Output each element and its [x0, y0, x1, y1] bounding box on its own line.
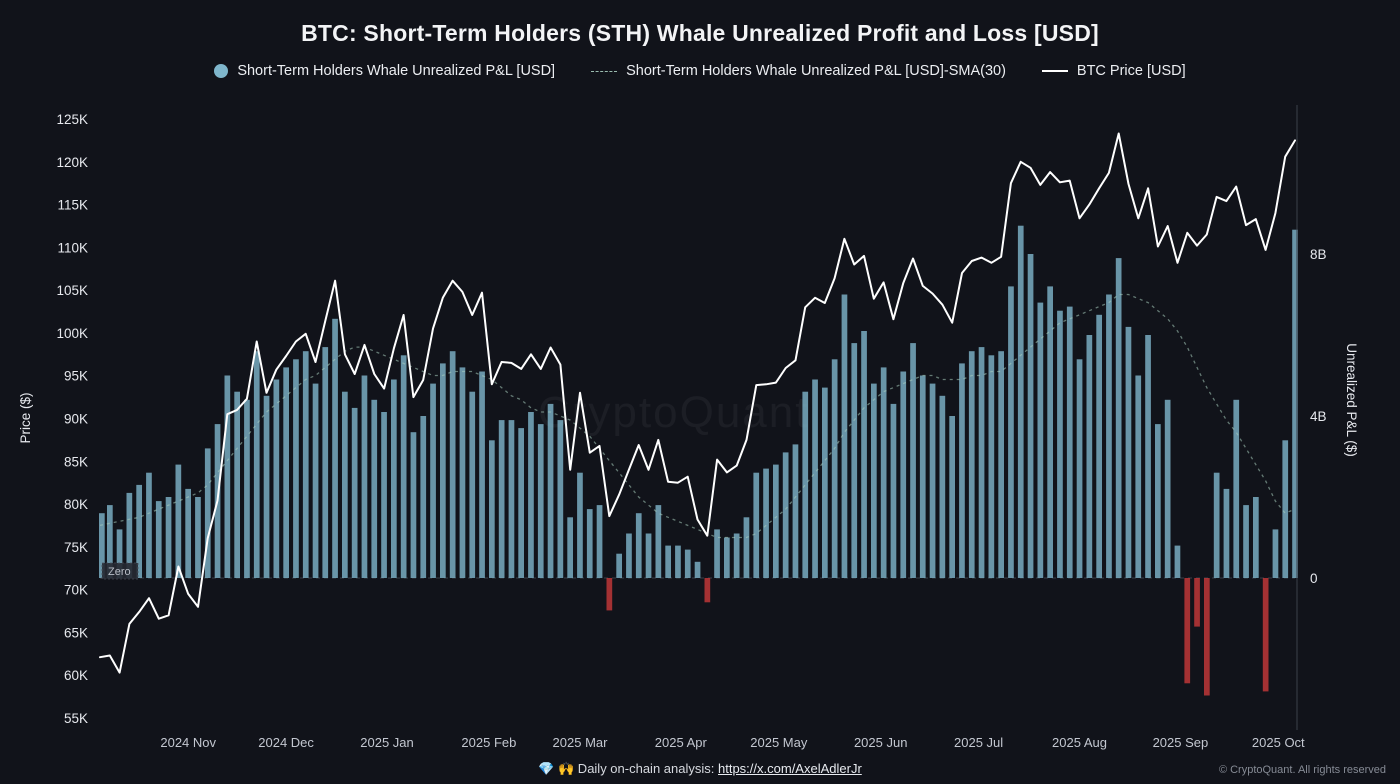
svg-text:2025 Sep: 2025 Sep [1153, 735, 1209, 750]
svg-text:105K: 105K [56, 283, 88, 298]
svg-text:2025 May: 2025 May [750, 735, 808, 750]
svg-text:4B: 4B [1310, 409, 1327, 424]
svg-text:Zero: Zero [108, 566, 131, 578]
svg-text:2024 Nov: 2024 Nov [160, 735, 216, 750]
svg-text:90K: 90K [64, 412, 88, 427]
svg-text:110K: 110K [57, 240, 88, 255]
svg-text:Price ($): Price ($) [18, 392, 33, 443]
svg-text:120K: 120K [56, 155, 88, 170]
svg-text:2024 Dec: 2024 Dec [258, 735, 314, 750]
legend: Short-Term Holders Whale Unrealized P&L … [0, 63, 1400, 79]
svg-text:2025 Jul: 2025 Jul [954, 735, 1003, 750]
svg-text:60K: 60K [64, 668, 88, 683]
footer-link[interactable]: https://x.com/AxelAdlerJr [718, 761, 862, 776]
svg-text:80K: 80K [64, 497, 88, 512]
svg-text:2025 Jun: 2025 Jun [854, 735, 908, 750]
svg-text:100K: 100K [56, 326, 88, 341]
svg-text:2025 Oct: 2025 Oct [1252, 735, 1305, 750]
svg-text:2025 Aug: 2025 Aug [1052, 735, 1107, 750]
svg-text:2025 Jan: 2025 Jan [360, 735, 414, 750]
legend-label-sma: Short-Term Holders Whale Unrealized P&L … [626, 63, 1006, 79]
legend-label-pnl: Short-Term Holders Whale Unrealized P&L … [237, 63, 556, 79]
svg-text:95K: 95K [64, 369, 88, 384]
svg-text:0: 0 [1310, 571, 1318, 586]
price-marker-icon [1041, 70, 1068, 72]
svg-text:85K: 85K [64, 454, 88, 469]
svg-text:65K: 65K [64, 625, 88, 640]
copyright-text: © CryptoQuant. All rights reserved [1218, 764, 1386, 776]
svg-text:2025 Feb: 2025 Feb [461, 735, 516, 750]
footer-note: 💎 🙌 Daily on-chain analysis: https://x.c… [0, 761, 1400, 777]
legend-item-sma[interactable]: Short-Term Holders Whale Unrealized P&L … [591, 63, 1006, 79]
svg-text:8B: 8B [1310, 247, 1327, 262]
footer-text: 💎 🙌 Daily on-chain analysis: [538, 761, 715, 776]
svg-text:125K: 125K [56, 112, 88, 127]
svg-text:75K: 75K [64, 540, 88, 555]
legend-item-btc-price[interactable]: BTC Price [USD] [1041, 63, 1186, 79]
svg-text:Unrealized P&L ($): Unrealized P&L ($) [1344, 343, 1359, 457]
sma-marker-icon [591, 70, 618, 72]
svg-text:55K: 55K [64, 711, 88, 726]
svg-text:115K: 115K [57, 198, 88, 213]
svg-text:2025 Mar: 2025 Mar [553, 735, 609, 750]
page-title: BTC: Short-Term Holders (STH) Whale Unre… [301, 20, 1099, 46]
legend-item-unrealized-pnl[interactable]: Short-Term Holders Whale Unrealized P&L … [214, 63, 555, 79]
svg-text:70K: 70K [64, 583, 88, 598]
svg-text:2025 Apr: 2025 Apr [655, 735, 708, 750]
legend-label-price: BTC Price [USD] [1076, 63, 1186, 79]
pnl-marker-icon [214, 64, 229, 78]
